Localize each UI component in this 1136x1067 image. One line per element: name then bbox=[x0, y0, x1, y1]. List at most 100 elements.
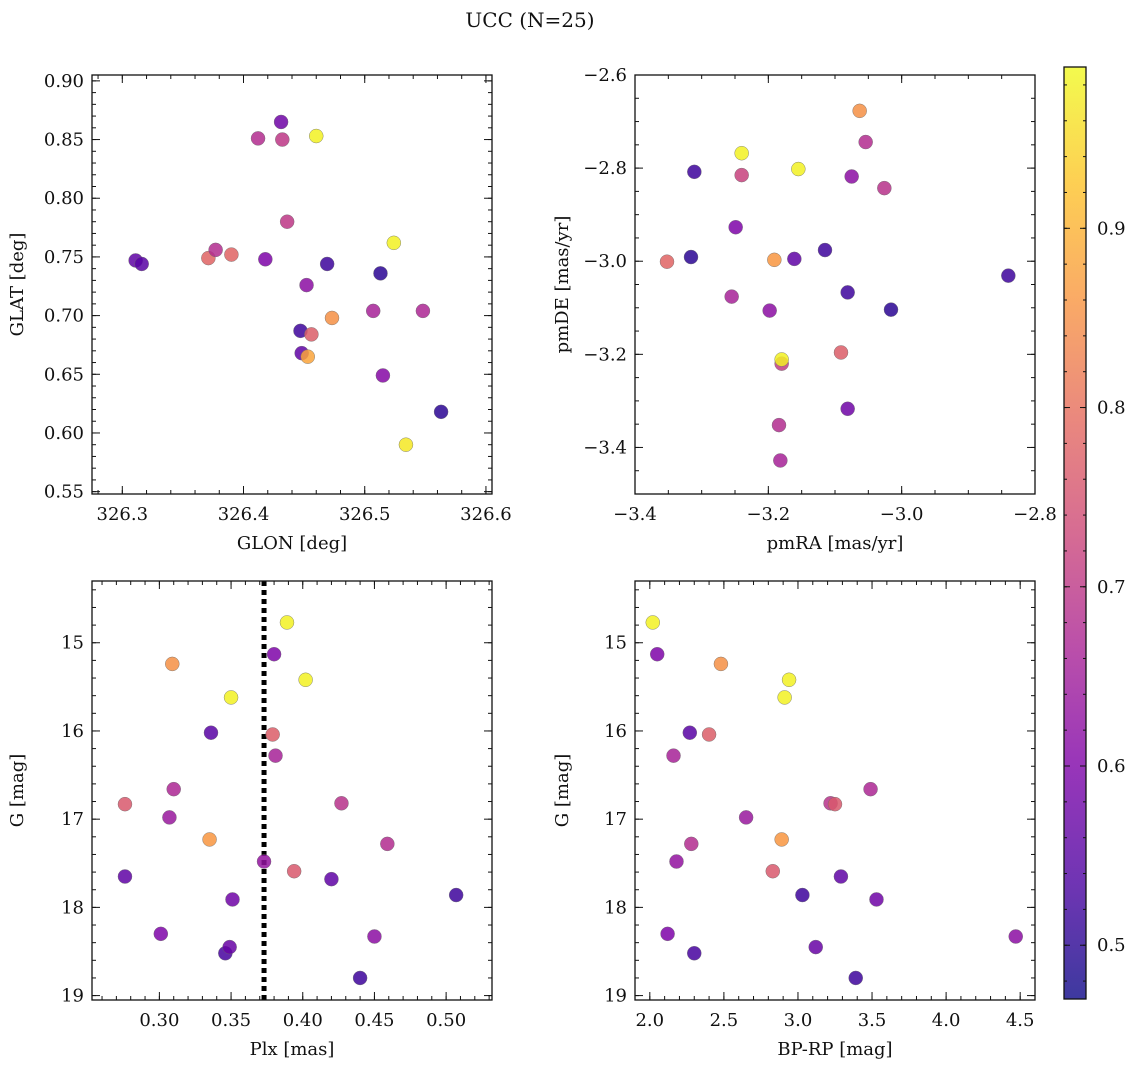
axes-frame bbox=[634, 580, 1036, 1001]
colorbar-tick-label: 0.9 bbox=[1097, 218, 1126, 239]
scatter-point bbox=[848, 970, 863, 986]
scatter-point bbox=[795, 887, 810, 903]
scatter-point bbox=[165, 656, 180, 672]
scatter-point bbox=[166, 781, 181, 797]
colorbar-gradient bbox=[1064, 67, 1086, 999]
x-tick-label: 2.5 bbox=[710, 1010, 739, 1031]
colorbar: 0.5 0.6 0.7 0.8 0.9 bbox=[1063, 66, 1126, 1000]
y-tick-label: −3.0 bbox=[583, 251, 627, 272]
y-tick-label: 0.70 bbox=[44, 306, 84, 327]
colorbar-tick-label: 0.7 bbox=[1097, 577, 1126, 598]
scatter-point bbox=[299, 277, 314, 293]
scatter-point bbox=[833, 345, 849, 360]
scatter-point bbox=[309, 128, 324, 144]
scatter-point bbox=[687, 946, 702, 961]
y-tick-label: 17 bbox=[61, 809, 84, 830]
scatter-point bbox=[304, 327, 319, 342]
y-axis-label: GLAT [deg] bbox=[7, 233, 28, 337]
scatter-point bbox=[266, 647, 282, 662]
x-tick-label: 2.0 bbox=[635, 1010, 664, 1031]
scatter-point bbox=[286, 864, 302, 879]
y-tick-label: 18 bbox=[604, 897, 627, 918]
scatter-point bbox=[858, 134, 873, 150]
scatter-point bbox=[265, 727, 280, 742]
scatter-point bbox=[713, 656, 729, 672]
scatter-point bbox=[840, 401, 855, 417]
scatter-point bbox=[701, 727, 717, 742]
scatter-point bbox=[153, 926, 169, 942]
scatter-point bbox=[762, 303, 777, 318]
x-tick-label: 0.35 bbox=[211, 1010, 251, 1031]
scatter-point bbox=[279, 214, 295, 229]
x-tick-label: 0.40 bbox=[283, 1010, 323, 1031]
scatter-point bbox=[827, 796, 843, 812]
scatter-point bbox=[256, 854, 272, 869]
colorbar-tick-label: 0.6 bbox=[1097, 756, 1126, 777]
panel-top-left: 326.3 326.4 326.5 326.6 0.55 0.60 0.65 0.70 0.75… bbox=[7, 71, 512, 554]
y-axis-label: G [mag] bbox=[552, 754, 573, 827]
y-tick-label: 0.80 bbox=[44, 188, 84, 209]
y-tick-label: 0.65 bbox=[44, 364, 84, 385]
scatter-point bbox=[222, 939, 237, 955]
x-tick-label: −3.2 bbox=[746, 504, 790, 525]
scatter-point bbox=[386, 235, 402, 251]
x-tick-label: 326.5 bbox=[339, 504, 391, 525]
x-axis-label: BP-RP [mag] bbox=[777, 1039, 892, 1060]
x-tick-label: 326.6 bbox=[460, 504, 512, 525]
axes-frame bbox=[634, 74, 1036, 495]
scatter-point bbox=[415, 303, 431, 319]
scatter-point bbox=[162, 810, 177, 825]
x-tick-label: −3.4 bbox=[613, 504, 657, 525]
scatter-point bbox=[863, 781, 878, 797]
y-tick-label: 19 bbox=[61, 986, 84, 1007]
y-axis-label: pmDE [mas/yr] bbox=[552, 216, 573, 354]
y-tick-label: 18 bbox=[61, 897, 84, 918]
scatter-point bbox=[817, 242, 833, 258]
x-tick-label: 0.30 bbox=[139, 1010, 179, 1031]
y-tick-label: 0.90 bbox=[44, 71, 84, 92]
scatter-point bbox=[765, 864, 780, 879]
scatter-point bbox=[877, 180, 892, 196]
y-tick-label: 19 bbox=[604, 986, 627, 1007]
scatter-point bbox=[298, 672, 313, 687]
scatter-point bbox=[117, 796, 133, 812]
scatter-point bbox=[781, 672, 797, 687]
y-tick-label: 0.60 bbox=[44, 423, 84, 444]
panel-top-right: −3.4 −3.2 −3.0 −2.8 −3.4 −3.2 −3.0 −2.8 −2.6 pmRA… bbox=[552, 65, 1057, 554]
y-axis-label: G [mag] bbox=[7, 754, 28, 827]
scatter-point bbox=[844, 169, 859, 184]
scatter-point bbox=[666, 748, 681, 763]
y-tick-label: 17 bbox=[604, 809, 627, 830]
x-axis-label: Plx [mas] bbox=[250, 1039, 335, 1060]
scatter-point bbox=[852, 103, 867, 119]
x-tick-label: 0.50 bbox=[426, 1010, 466, 1031]
y-tick-label: −3.2 bbox=[583, 344, 627, 365]
scatter-point bbox=[380, 836, 395, 852]
scatter-point bbox=[659, 254, 675, 269]
scatter-point bbox=[373, 266, 388, 281]
scatter-point bbox=[683, 249, 699, 265]
scatter-point bbox=[398, 437, 414, 452]
scatter-point bbox=[728, 220, 743, 235]
scatter-point bbox=[660, 926, 675, 942]
scatter-point bbox=[833, 869, 849, 884]
x-tick-label: 4.5 bbox=[1006, 1010, 1035, 1031]
y-tick-label: 16 bbox=[61, 721, 84, 742]
scatter-point bbox=[275, 132, 290, 147]
scatter-point bbox=[366, 303, 381, 319]
y-tick-label: 15 bbox=[61, 633, 84, 654]
y-tick-label: −3.4 bbox=[583, 437, 627, 458]
scatter-point bbox=[202, 832, 217, 847]
scatter-point bbox=[1001, 268, 1016, 283]
scatter-point bbox=[883, 302, 899, 317]
y-tick-label: −2.8 bbox=[583, 158, 627, 179]
scatter-point bbox=[117, 869, 133, 884]
panel-bottom-right: 2.0 2.5 3.0 3.5 4.0 4.5 15 16 17 18 19 BP-RP [mag] G… bbox=[552, 580, 1036, 1060]
x-tick-label: 326.4 bbox=[218, 504, 270, 525]
scatter-point bbox=[279, 615, 295, 630]
scatter-point bbox=[203, 725, 219, 740]
y-tick-label: 0.55 bbox=[44, 482, 84, 503]
y-tick-label: 16 bbox=[604, 721, 627, 742]
scatter-point bbox=[724, 289, 739, 304]
scatter-point bbox=[738, 810, 754, 825]
